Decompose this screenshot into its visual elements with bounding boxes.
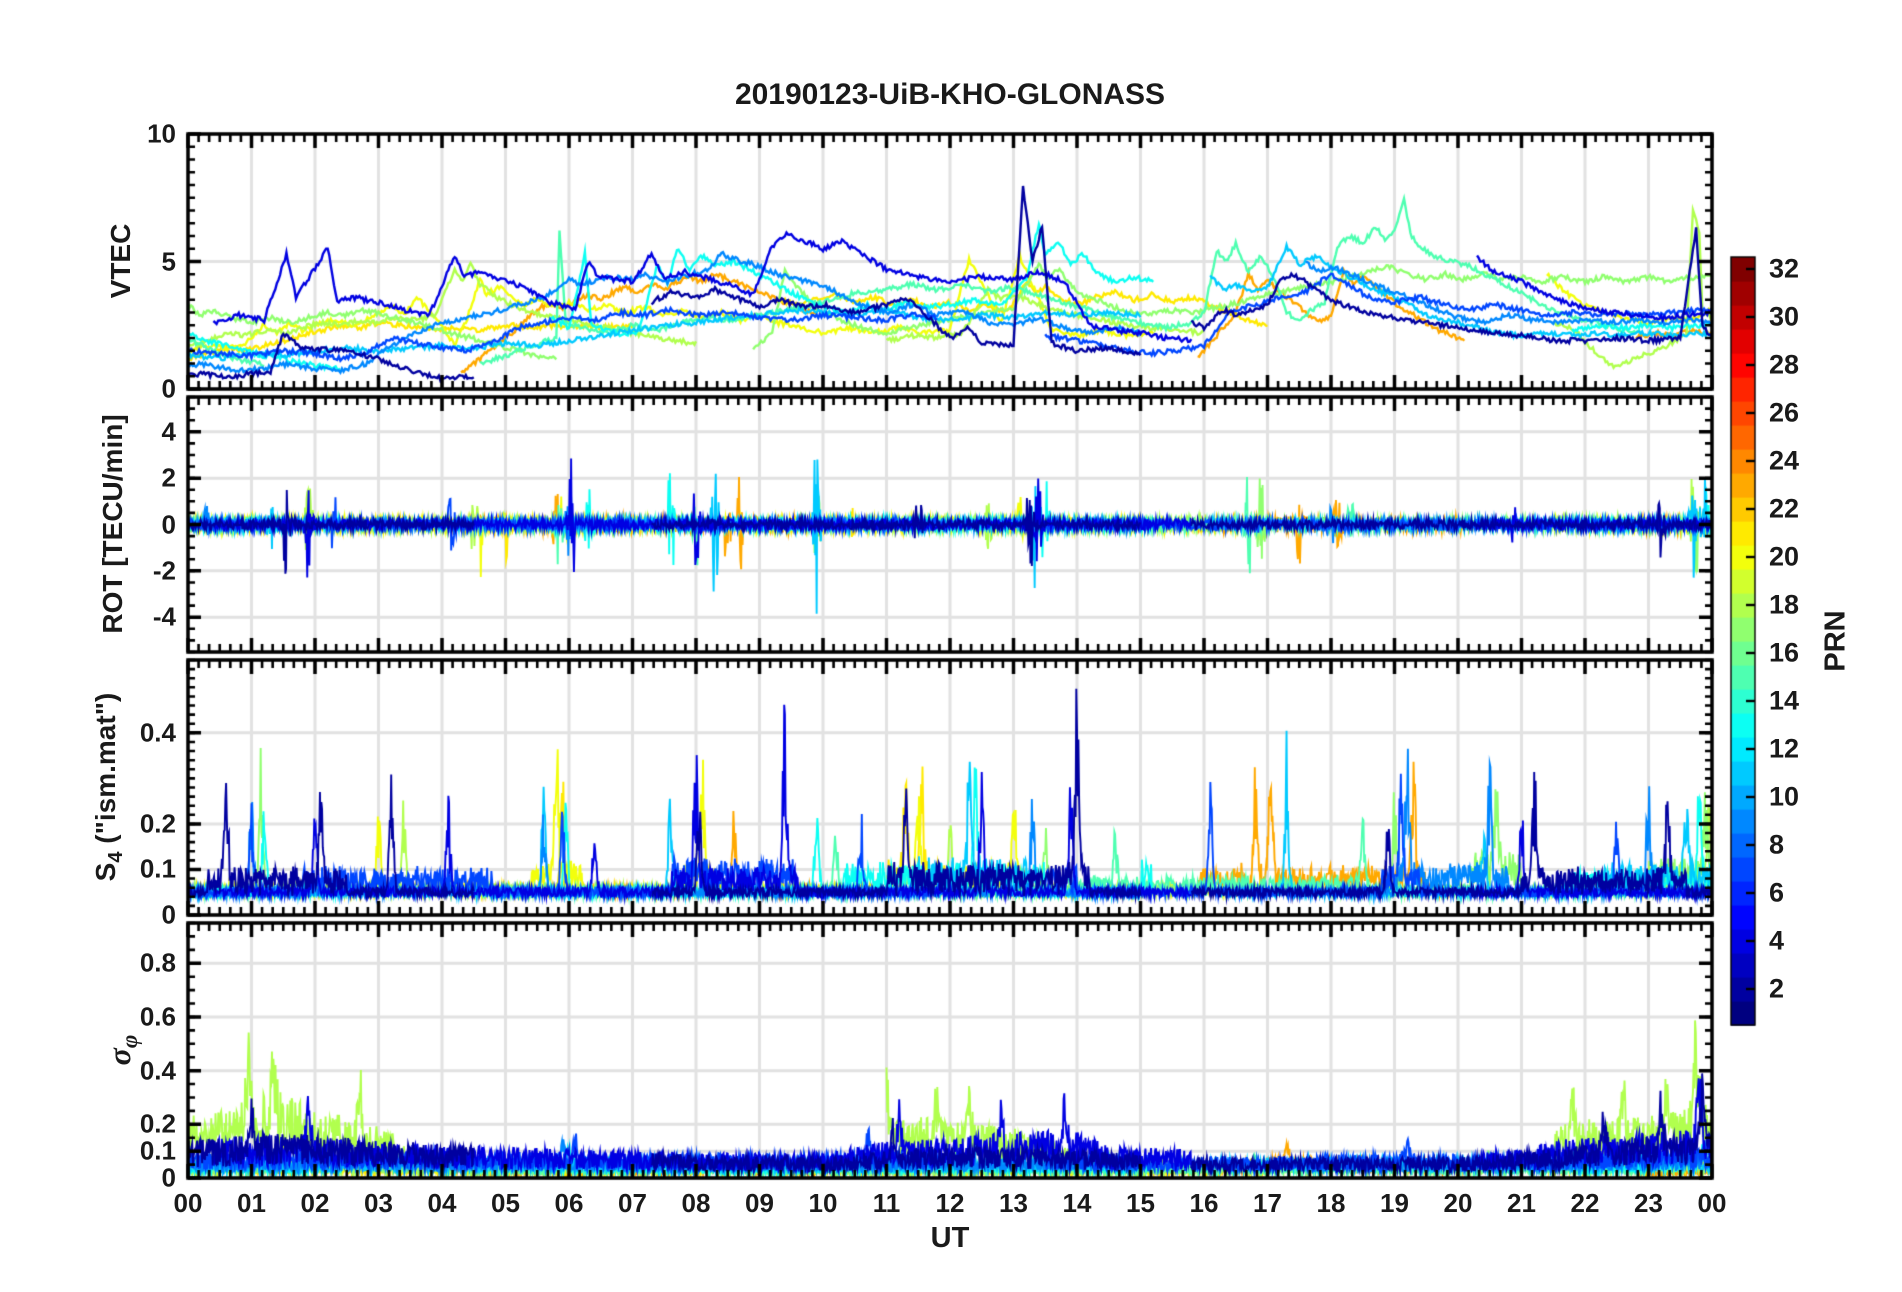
colorbar-tick-label: 10 <box>1769 781 1800 812</box>
y-axis-label-sigma-phi: σφ <box>100 1034 143 1066</box>
y-axis-label-rot: ROT [TECU/min] <box>97 414 128 634</box>
x-tick-label: 01 <box>237 1188 266 1218</box>
colorbar-tick-label: 20 <box>1769 541 1800 572</box>
y-tick-label: 0.1 <box>139 1135 176 1166</box>
x-tick-label: 13 <box>999 1188 1028 1218</box>
y-tick-label: 10 <box>147 118 176 149</box>
colorbar-tick-label: 12 <box>1769 733 1800 764</box>
x-tick-label: 05 <box>491 1188 520 1218</box>
x-tick-label: 10 <box>808 1188 838 1218</box>
x-tick-label: 20 <box>1443 1188 1473 1218</box>
y-tick-label: 4 <box>161 416 176 447</box>
colorbar-tick-label: 30 <box>1769 301 1800 332</box>
colorbar-tick-label: 32 <box>1769 253 1800 284</box>
x-tick-label: 21 <box>1507 1188 1536 1218</box>
x-tick-label: 11 <box>872 1188 901 1218</box>
y-tick-label: -4 <box>152 601 176 632</box>
x-tick-label: 08 <box>681 1188 711 1218</box>
x-tick-label: 07 <box>618 1188 647 1218</box>
y-tick-label: 0.8 <box>139 947 176 978</box>
y-axis-label-s4: S4 ("ism.mat") <box>90 692 127 882</box>
y-tick-label: 0 <box>161 899 176 930</box>
y-tick-label: 0 <box>161 1162 176 1193</box>
colorbar-tick-label: 4 <box>1769 925 1785 956</box>
colorbar-tick-label: 16 <box>1769 637 1800 668</box>
y-tick-label: 0.1 <box>139 853 176 884</box>
x-tick-label: 19 <box>1380 1188 1409 1218</box>
x-tick-label: 15 <box>1126 1188 1155 1218</box>
y-tick-label: 0 <box>161 509 176 539</box>
y-tick-label: 0.2 <box>139 1108 176 1139</box>
y-tick-label: 0.4 <box>139 717 176 748</box>
x-tick-label: 22 <box>1570 1188 1600 1218</box>
colorbar-tick-label: 14 <box>1769 685 1800 716</box>
x-tick-label: 18 <box>1316 1188 1346 1218</box>
x-tick-label: 23 <box>1634 1188 1663 1218</box>
x-tick-label: 12 <box>935 1188 965 1218</box>
x-tick-label: 14 <box>1062 1188 1092 1218</box>
x-tick-label: 06 <box>554 1188 584 1218</box>
colorbar-tick-label: 24 <box>1769 445 1800 476</box>
colorbar-tick-label: 18 <box>1769 589 1800 620</box>
y-tick-label: 0.6 <box>139 1001 176 1032</box>
x-tick-label: 03 <box>364 1188 393 1218</box>
y-tick-label: 0.2 <box>139 808 176 839</box>
colorbar-tick-label: 26 <box>1769 397 1800 428</box>
y-tick-label: 0.4 <box>139 1055 176 1086</box>
x-tick-label: 00 <box>173 1188 203 1218</box>
y-tick-label: 5 <box>161 246 176 276</box>
colorbar-tick-label: 6 <box>1769 877 1785 908</box>
colorbar-tick-label: 8 <box>1769 829 1785 860</box>
colorbar-label: PRN <box>1819 610 1852 672</box>
y-axis-label-vtec: VTEC <box>105 223 136 299</box>
chart-title: 20190123-UiB-KHO-GLONASS <box>734 78 1166 111</box>
x-tick-label: 02 <box>300 1188 330 1218</box>
x-tick-label: 16 <box>1189 1188 1219 1218</box>
colorbar-tick-label: 2 <box>1769 973 1785 1004</box>
y-tick-label: 0 <box>161 373 176 404</box>
x-tick-label: 17 <box>1253 1188 1282 1218</box>
y-tick-label: -2 <box>152 555 176 586</box>
x-tick-label: 04 <box>427 1188 457 1218</box>
colorbar-tick-label: 22 <box>1769 493 1800 524</box>
x-axis-label: UT <box>930 1222 970 1254</box>
y-tick-label: 2 <box>161 462 176 493</box>
x-tick-label: 09 <box>745 1188 774 1218</box>
colorbar-tick-label: 28 <box>1769 349 1800 380</box>
x-tick-label: 00 <box>1697 1188 1727 1218</box>
